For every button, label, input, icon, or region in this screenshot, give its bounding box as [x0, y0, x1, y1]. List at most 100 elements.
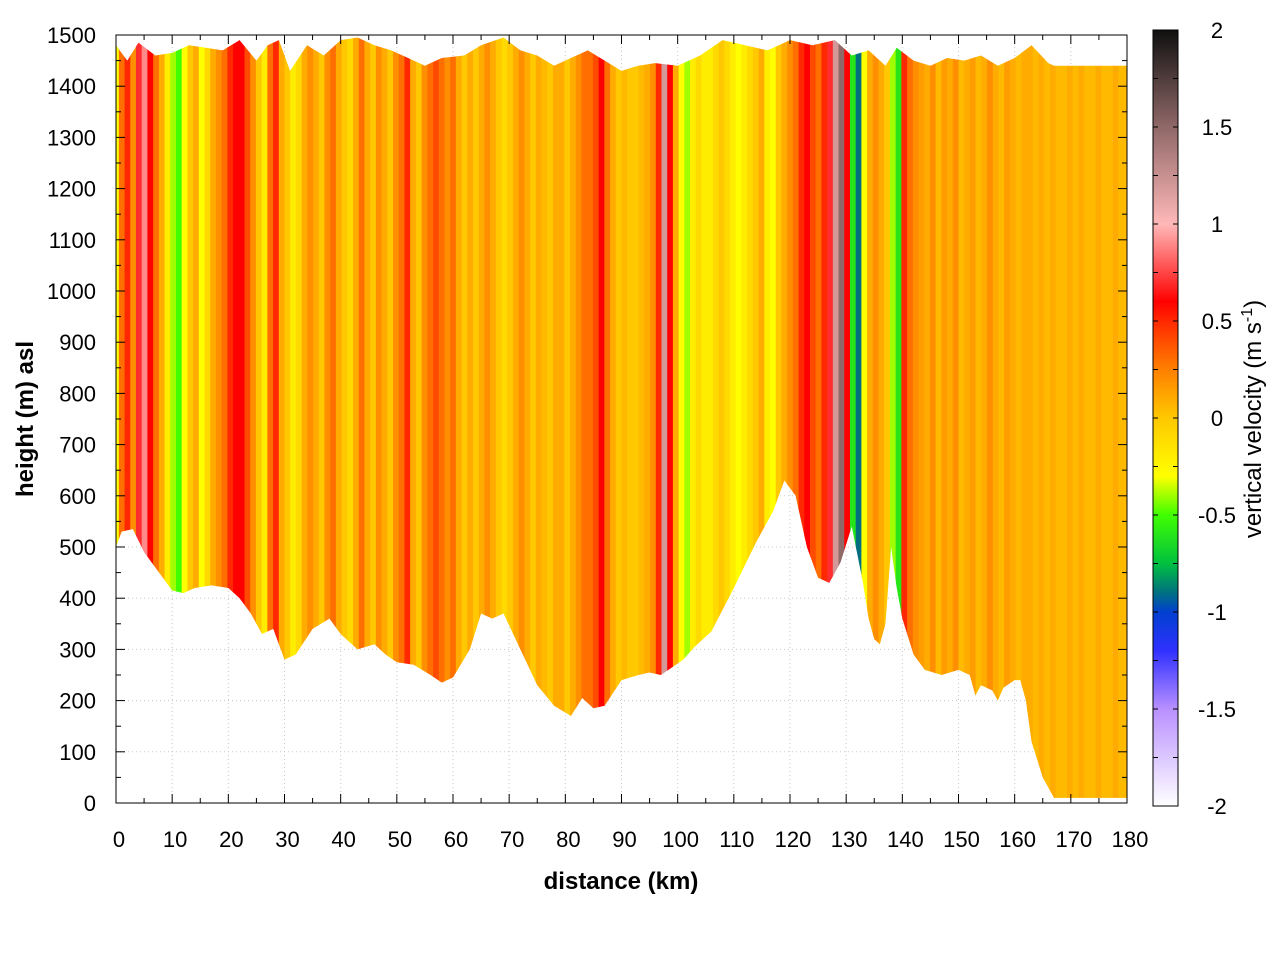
velocity-column — [981, 37, 988, 798]
y-tick-label: 1300 — [47, 125, 96, 150]
velocity-column — [621, 37, 628, 798]
velocity-column — [661, 37, 668, 798]
velocity-column — [804, 37, 811, 798]
velocity-column — [364, 37, 371, 798]
y-tick-label: 1400 — [47, 74, 96, 99]
velocity-column — [227, 37, 234, 798]
velocity-column — [387, 37, 394, 798]
velocity-column — [370, 37, 377, 798]
y-tick-label: 300 — [59, 637, 96, 662]
velocity-column — [501, 37, 508, 798]
velocity-column — [198, 37, 206, 798]
velocity-column — [187, 37, 194, 798]
x-tick-label: 110 — [719, 827, 754, 852]
colorbar-tick-label: -0.5 — [1198, 503, 1236, 528]
y-tick-label: 900 — [59, 330, 96, 355]
x-tick-label: 90 — [612, 827, 636, 852]
velocity-column — [832, 37, 840, 798]
velocity-column — [775, 37, 783, 798]
velocity-column — [1055, 37, 1062, 798]
velocity-column — [889, 37, 897, 798]
velocity-column — [758, 37, 765, 798]
velocity-column — [210, 37, 217, 798]
velocity-column — [935, 37, 942, 798]
velocity-column — [290, 37, 297, 798]
velocity-column — [301, 37, 308, 798]
velocity-column — [958, 37, 965, 798]
velocity-column — [695, 37, 703, 798]
velocity-column — [1027, 37, 1034, 798]
velocity-column — [752, 37, 760, 798]
velocity-column — [941, 37, 948, 798]
velocity-column — [313, 37, 320, 798]
velocity-column — [821, 37, 828, 798]
velocity-column — [324, 37, 331, 798]
velocity-column — [975, 37, 982, 798]
velocity-column — [1118, 37, 1125, 798]
colorbar-tick-label: 0 — [1211, 406, 1223, 431]
colorbar-tick-label: 1.5 — [1202, 115, 1233, 140]
velocity-column — [261, 37, 268, 798]
velocity-column — [175, 37, 183, 798]
velocity-column — [147, 37, 154, 798]
velocity-column — [878, 37, 885, 798]
velocity-column — [770, 37, 777, 798]
velocity-column — [604, 37, 611, 798]
velocity-column — [472, 37, 480, 798]
y-tick-label: 0 — [84, 791, 96, 816]
velocity-column — [632, 37, 640, 798]
velocity-column — [598, 37, 605, 798]
velocity-column — [1038, 37, 1045, 798]
velocity-column — [564, 37, 571, 798]
velocity-column — [701, 37, 708, 798]
velocity-column — [421, 37, 428, 798]
velocity-column — [815, 37, 823, 798]
x-tick-label: 150 — [943, 827, 980, 852]
velocity-column — [307, 37, 314, 798]
colorbar-tick-label: -2 — [1207, 794, 1227, 819]
x-tick-label: 40 — [331, 827, 355, 852]
velocity-column — [638, 37, 645, 798]
velocity-column — [558, 37, 565, 798]
velocity-column — [530, 37, 537, 798]
velocity-column — [998, 37, 1005, 798]
x-tick-label: 70 — [500, 827, 524, 852]
x-tick-labels: 0 10 20 30 40 50 60 70 80 90 100 110 120 130 140 150 160… — [113, 827, 1148, 852]
velocity-column — [524, 37, 531, 798]
velocity-column — [250, 37, 257, 798]
velocity-column — [952, 37, 960, 798]
velocity-column — [1032, 37, 1040, 798]
colorbar-tick-label: -1 — [1207, 600, 1227, 625]
velocity-column — [884, 37, 891, 798]
velocity-column — [781, 37, 788, 798]
velocity-field — [116, 37, 1127, 798]
velocity-column — [741, 37, 748, 798]
velocity-column — [130, 37, 137, 798]
velocity-column — [410, 37, 417, 798]
velocity-column — [747, 37, 754, 798]
velocity-column — [335, 37, 343, 798]
velocity-column — [330, 37, 337, 798]
y-tick-label: 1500 — [47, 23, 96, 48]
velocity-column — [867, 37, 874, 798]
colorbar-tick-label: 0.5 — [1202, 309, 1233, 334]
velocity-column — [861, 37, 868, 798]
velocity-column — [512, 37, 520, 798]
velocity-column — [450, 37, 457, 798]
x-tick-label: 0 — [113, 827, 125, 852]
x-tick-label: 180 — [1112, 827, 1149, 852]
velocity-column — [341, 37, 348, 798]
y-tick-label: 1100 — [49, 228, 96, 253]
velocity-column — [1095, 37, 1102, 798]
velocity-column — [1089, 37, 1097, 798]
x-tick-label: 130 — [831, 827, 868, 852]
velocity-column — [433, 37, 440, 798]
y-tick-label: 200 — [59, 689, 96, 714]
x-tick-label: 10 — [163, 827, 187, 852]
velocity-column — [415, 37, 423, 798]
colorbar-tick-label: -1.5 — [1198, 697, 1236, 722]
x-tick-label: 140 — [887, 827, 924, 852]
x-tick-label: 80 — [556, 827, 580, 852]
x-tick-label: 60 — [444, 827, 468, 852]
